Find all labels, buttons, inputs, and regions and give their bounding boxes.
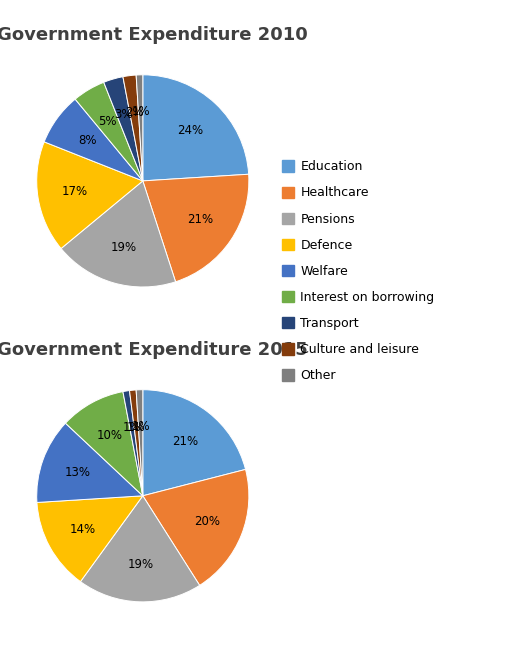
Text: Government Expenditure 2010: Government Expenditure 2010 [0,26,307,44]
Wedge shape [103,76,143,181]
Wedge shape [129,390,143,496]
Wedge shape [44,99,143,181]
Text: 19%: 19% [110,241,136,254]
Wedge shape [123,75,143,181]
Text: 8%: 8% [77,134,96,147]
Text: 21%: 21% [186,213,212,226]
Legend: Education, Healthcare, Pensions, Defence, Welfare, Interest on borrowing, Transp: Education, Healthcare, Pensions, Defence… [281,160,434,383]
Text: 24%: 24% [177,124,203,137]
Wedge shape [80,496,199,602]
Wedge shape [136,75,143,181]
Text: 1%: 1% [131,420,150,433]
Text: 5%: 5% [98,115,117,128]
Text: 20%: 20% [193,515,219,528]
Text: 14%: 14% [69,523,95,535]
Text: 10%: 10% [96,429,122,442]
Wedge shape [65,391,143,496]
Wedge shape [61,181,175,287]
Wedge shape [75,82,143,181]
Text: Government Expenditure 2015: Government Expenditure 2015 [0,341,307,359]
Text: 1%: 1% [131,105,150,119]
Text: 17%: 17% [62,185,88,198]
Text: 19%: 19% [127,558,153,572]
Wedge shape [123,391,143,496]
Wedge shape [143,174,248,282]
Wedge shape [143,470,248,586]
Wedge shape [143,390,245,496]
Text: 1%: 1% [123,421,141,434]
Wedge shape [37,142,143,249]
Text: 3%: 3% [114,108,132,121]
Wedge shape [37,423,143,502]
Text: 21%: 21% [172,435,197,448]
Text: 13%: 13% [65,466,91,479]
Text: 2%: 2% [125,106,143,119]
Wedge shape [143,75,248,181]
Wedge shape [37,496,143,582]
Wedge shape [136,390,143,496]
Text: 1%: 1% [127,421,146,433]
